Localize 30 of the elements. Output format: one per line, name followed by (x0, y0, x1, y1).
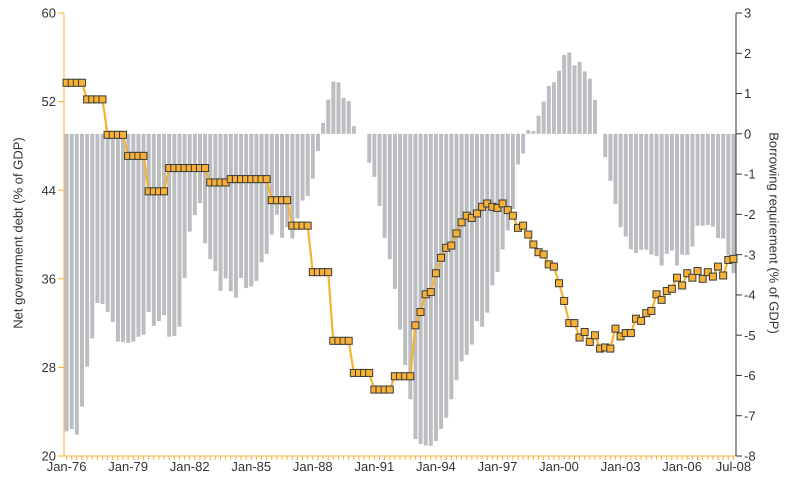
y-tick-label: 44 (42, 182, 56, 198)
y2-tick-label: -2 (744, 206, 756, 222)
x-tick-label: Jan-97 (478, 459, 518, 474)
y2-tick-label: -5 (744, 328, 756, 343)
x-tick-label: Jan-85 (231, 459, 272, 474)
x-tick-label: Jan-82 (170, 459, 210, 474)
y2-tick-label: -1 (744, 166, 756, 182)
y2-tick-label: -7 (744, 408, 756, 424)
x-tick-label: Jan-06 (662, 459, 702, 474)
x-tick-label: Jan-91 (354, 459, 394, 474)
x-tick-label: Jan-00 (539, 459, 579, 474)
x-tick-label: Jan-76 (46, 459, 86, 474)
x-tick-label: Jan-79 (108, 459, 148, 474)
y-tick-label: 52 (42, 94, 56, 110)
x-tick-label: Jan-03 (600, 459, 640, 474)
y-tick-label: 36 (42, 271, 56, 286)
y2-tick-label: -3 (744, 247, 756, 262)
y-tick-label: 28 (42, 360, 56, 376)
y2-axis-title: Borrowing requirement (% of GDP) (766, 132, 782, 334)
y2-tick-label: 3 (744, 6, 752, 21)
x-tick-label: Jan-88 (292, 459, 333, 474)
y2-tick-label: 0 (744, 126, 752, 142)
y2-tick-label: 2 (744, 46, 752, 61)
y-tick-label: 60 (42, 6, 56, 21)
x-tick-label: Jan-94 (416, 459, 456, 474)
y-axis-title: Net government debt (% of GDP) (10, 137, 26, 329)
y2-tick-label: -6 (744, 368, 756, 384)
y2-tick-label: -4 (744, 288, 756, 303)
y2-tick-label: 1 (744, 86, 752, 102)
x-tick-label: Jul-08 (716, 459, 752, 474)
